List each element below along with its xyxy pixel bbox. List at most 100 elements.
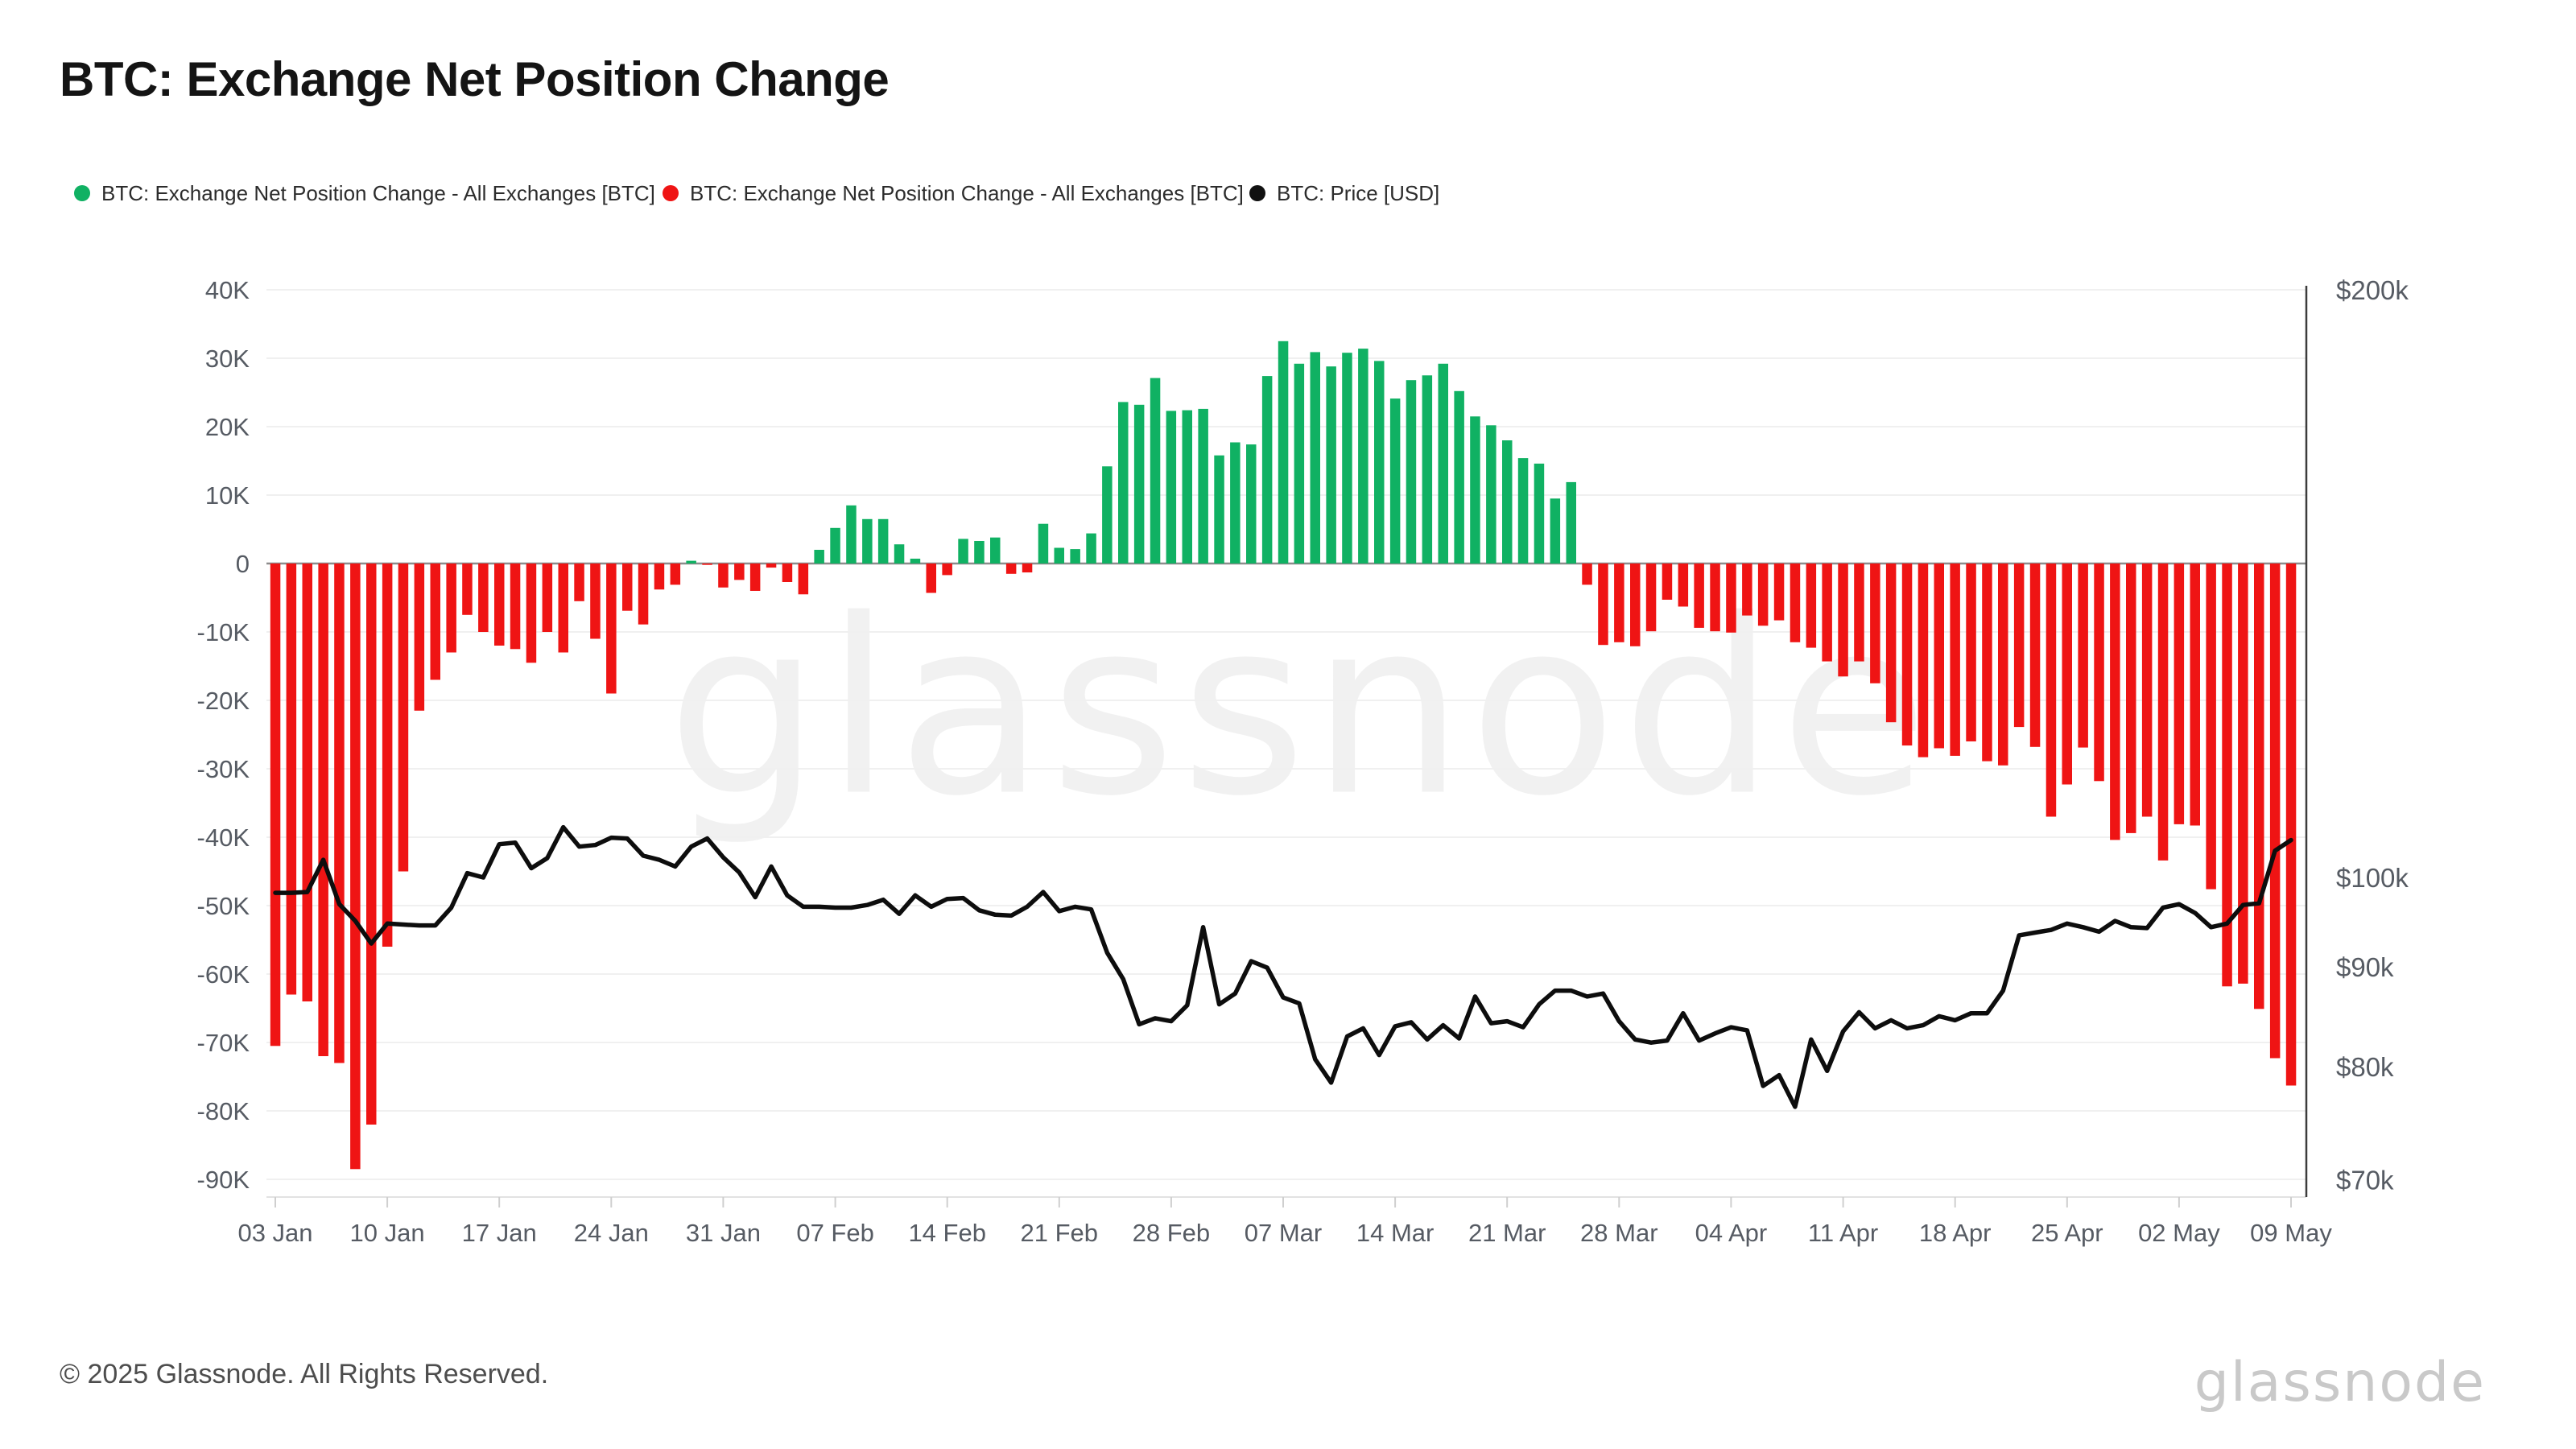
bar[interactable]: 27 Apr: -31.8K BTC xyxy=(2094,564,2104,782)
bar[interactable]: 22 Jan: -5.5K BTC xyxy=(574,564,584,601)
bar[interactable]: 09 Jan: -82K BTC xyxy=(366,564,377,1125)
bar[interactable]: 12 Feb: 0.7K BTC xyxy=(910,559,921,564)
bar[interactable]: 28 Feb: 22.3K BTC xyxy=(1166,411,1177,564)
bar[interactable]: 23 Apr: -26.8K BTC xyxy=(2029,564,2041,747)
bar[interactable]: 14 Apr: -23.2K BTC xyxy=(1885,564,1897,723)
bar[interactable]: 17 Jan: -12K BTC xyxy=(494,564,505,646)
bar[interactable]: 18 Mar: 25.2K BTC xyxy=(1454,390,1464,564)
bar[interactable]: 06 Feb: 2K BTC xyxy=(814,550,824,564)
bar[interactable]: 13 Jan: -17K BTC xyxy=(430,564,441,680)
bar[interactable]: 16 Jan: -10K BTC xyxy=(478,564,489,632)
bar[interactable]: 15 Mar: 26.8K BTC xyxy=(1406,380,1417,564)
bar[interactable]: 16 Mar: 27.5K BTC xyxy=(1422,375,1433,564)
bar[interactable]: 29 Mar: -12.1K BTC xyxy=(1630,564,1641,646)
bar[interactable]: 24 Jan: -19K BTC xyxy=(606,564,617,694)
bar[interactable]: 09 May: -76.3K BTC xyxy=(2285,564,2297,1086)
bar[interactable]: 08 Apr: -11.5K BTC xyxy=(1790,564,1801,642)
bar[interactable]: 10 Apr: -14.3K BTC xyxy=(1822,564,1832,662)
bar[interactable]: 21 Jan: -13K BTC xyxy=(558,564,569,653)
bar[interactable]: 24 Mar: 9.5K BTC xyxy=(1550,498,1561,564)
bar[interactable]: 07 May: -65.1K BTC xyxy=(2254,564,2264,1009)
bar[interactable]: 21 Feb: 2.3K BTC xyxy=(1054,547,1065,564)
bar[interactable]: 05 Jan: -64K BTC xyxy=(302,564,313,1001)
bar[interactable]: 10 Jan: -56K BTC xyxy=(382,564,393,947)
bar[interactable]: 19 Apr: -26K BTC xyxy=(1966,564,1976,741)
bar[interactable]: 07 Mar: 32.5K BTC xyxy=(1278,341,1289,564)
bar[interactable]: 02 Apr: -9.4K BTC xyxy=(1694,564,1704,628)
bar[interactable]: 05 Apr: -7.6K BTC xyxy=(1742,564,1752,616)
bar[interactable]: 05 Feb: -4.5K BTC xyxy=(798,564,809,595)
bar[interactable]: 01 Apr: -6.3K BTC xyxy=(1678,564,1689,607)
bar[interactable]: 23 Feb: 4.4K BTC xyxy=(1086,533,1096,564)
bar[interactable]: 06 Apr: -9.1K BTC xyxy=(1757,564,1769,626)
bar[interactable]: 12 Apr: -14.3K BTC xyxy=(1854,564,1864,662)
bar[interactable]: 03 May: -38.3K BTC xyxy=(2190,564,2201,826)
bar[interactable]: 03 Apr: -9.9K BTC xyxy=(1710,564,1720,632)
bar[interactable]: 15 Feb: 3.6K BTC xyxy=(958,539,968,564)
bar[interactable]: 06 Mar: 27.4K BTC xyxy=(1261,376,1273,564)
bar[interactable]: 30 Jan: -0.2K BTC xyxy=(702,564,712,565)
bar[interactable]: 31 Mar: -5.3K BTC xyxy=(1662,564,1673,600)
bar[interactable]: 25 Mar: 11.9K BTC xyxy=(1566,481,1577,564)
bar[interactable]: 05 May: -61.8K BTC xyxy=(2222,564,2232,987)
bar[interactable]: 11 Mar: 30.8K BTC xyxy=(1342,353,1352,564)
bar[interactable]: 17 Mar: 29.2K BTC xyxy=(1438,363,1449,564)
bar[interactable]: 01 Mar: 22.4K BTC xyxy=(1182,410,1193,564)
bar[interactable]: 01 May: -43.4K BTC xyxy=(2157,564,2169,861)
bar[interactable]: 11 Apr: -16.5K BTC xyxy=(1838,564,1848,677)
bar[interactable]: 27 Feb: 27.1K BTC xyxy=(1150,378,1161,564)
bar[interactable]: 22 Mar: 15.4K BTC xyxy=(1517,458,1529,564)
bar[interactable]: 24 Apr: -37K BTC xyxy=(2046,564,2057,817)
bar[interactable]: 20 Apr: -28.9K BTC xyxy=(1982,564,1992,762)
bar[interactable]: 14 Jan: -13K BTC xyxy=(446,564,456,653)
bar[interactable]: 03 Mar: 15.8K BTC xyxy=(1214,455,1224,564)
bar[interactable]: 26 Mar: -3.1K BTC xyxy=(1582,564,1592,585)
bar[interactable]: 28 Apr: -40.4K BTC xyxy=(2110,564,2120,840)
bar[interactable]: 18 Apr: -28.1K BTC xyxy=(1950,564,1960,756)
bar[interactable]: 30 Mar: -9.9K BTC xyxy=(1645,564,1657,632)
bar[interactable]: 15 Jan: -7.5K BTC xyxy=(462,564,473,615)
bar[interactable]: 20 Mar: 20.2K BTC xyxy=(1486,425,1496,564)
bar[interactable]: 06 May: -61.4K BTC xyxy=(2238,564,2248,984)
price-line[interactable] xyxy=(273,824,2293,1109)
bar[interactable]: 04 Jan: -63K BTC xyxy=(286,564,297,995)
bar[interactable]: 07 Jan: -73K BTC xyxy=(334,564,345,1063)
bar[interactable]: 14 Feb: -1.7K BTC xyxy=(942,564,952,576)
bar[interactable]: 12 Jan: -21.5K BTC xyxy=(414,564,425,711)
bar[interactable]: 27 Jan: -3.8K BTC xyxy=(654,564,665,590)
bar[interactable]: 25 Apr: -32.3K BTC xyxy=(2062,564,2073,785)
bar[interactable]: 18 Jan: -12.5K BTC xyxy=(510,564,521,650)
bar[interactable]: 09 Apr: -12.3K BTC xyxy=(1806,564,1817,648)
bar[interactable]: 21 Apr: -29.5K BTC xyxy=(1998,564,2008,766)
bar[interactable]: 26 Jan: -8.9K BTC xyxy=(638,564,649,625)
bar[interactable]: 08 Jan: -88.5K BTC xyxy=(350,564,361,1170)
bar[interactable]: 17 Feb: 3.8K BTC xyxy=(990,537,1001,564)
legend-item-btc-price[interactable]: BTC: Price [USD] xyxy=(1249,179,1439,208)
bar[interactable]: 23 Mar: 14.6K BTC xyxy=(1534,463,1545,564)
bar[interactable]: 11 Feb: 2.8K BTC xyxy=(894,544,905,564)
bar[interactable]: 18 Feb: -1.5K BTC xyxy=(1005,564,1017,574)
bar[interactable]: 28 Mar: -11.5K BTC xyxy=(1614,564,1624,642)
bar[interactable]: 08 Feb: 8.5K BTC xyxy=(846,505,857,564)
bar[interactable]: 30 Apr: -37K BTC xyxy=(2141,564,2153,817)
bar[interactable]: 01 Feb: -2.4K BTC xyxy=(734,564,745,580)
bar[interactable]: 29 Jan: 0.4K BTC xyxy=(686,560,696,564)
bar[interactable]: 19 Mar: 21.5K BTC xyxy=(1470,416,1480,564)
bar[interactable]: 19 Feb: -1.3K BTC xyxy=(1022,564,1033,573)
bar[interactable]: 25 Feb: 23.6K BTC xyxy=(1118,402,1129,564)
bar[interactable]: 26 Feb: 23.2K BTC xyxy=(1133,404,1145,564)
bar[interactable]: 07 Apr: -8.3K BTC xyxy=(1773,564,1785,621)
bar[interactable]: 24 Feb: 14.2K BTC xyxy=(1102,466,1113,564)
bar[interactable]: 19 Jan: -14.5K BTC xyxy=(526,564,537,663)
bar[interactable]: 16 Feb: 3.3K BTC xyxy=(974,541,985,564)
legend-item-net-position-positive[interactable]: BTC: Exchange Net Position Change - All … xyxy=(74,179,655,208)
bar[interactable]: 11 Jan: -45K BTC xyxy=(398,564,409,872)
bar[interactable]: 20 Jan: -10K BTC xyxy=(542,564,553,632)
bar[interactable]: 04 Feb: -2.7K BTC xyxy=(782,564,793,582)
bar[interactable]: 15 Apr: -26.6K BTC xyxy=(1901,564,1913,746)
bar[interactable]: 02 Mar: 22.6K BTC xyxy=(1198,408,1208,564)
bar[interactable]: 22 Apr: -23.9K BTC xyxy=(2013,564,2025,728)
bar[interactable]: 06 Jan: -72K BTC xyxy=(318,564,328,1056)
bar[interactable]: 26 Apr: -26.9K BTC xyxy=(2078,564,2088,748)
